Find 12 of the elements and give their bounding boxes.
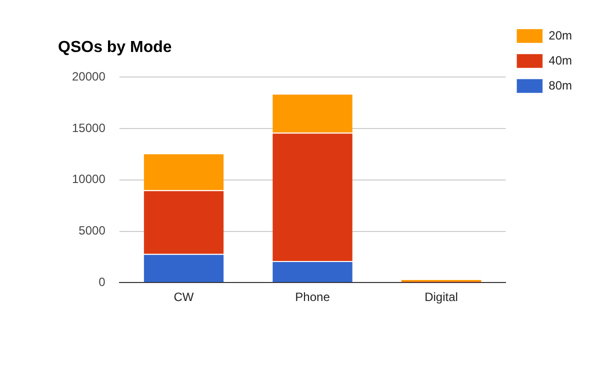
x-tick-label: Digital (424, 290, 458, 304)
y-tick-label: 20000 (72, 70, 106, 84)
chart-title: QSOs by Mode (58, 39, 172, 56)
legend-label: 80m (548, 78, 572, 92)
x-tick-label: Phone (295, 290, 330, 304)
y-tick-label: 10000 (72, 172, 106, 186)
y-tick-label: 5000 (78, 224, 106, 238)
y-tick-label: 0 (98, 274, 106, 289)
y-tick-label: 15000 (72, 120, 106, 135)
legend-label: 20m (548, 28, 572, 42)
x-tick-label: CW (174, 290, 194, 304)
legend-label: 40m (548, 53, 572, 68)
